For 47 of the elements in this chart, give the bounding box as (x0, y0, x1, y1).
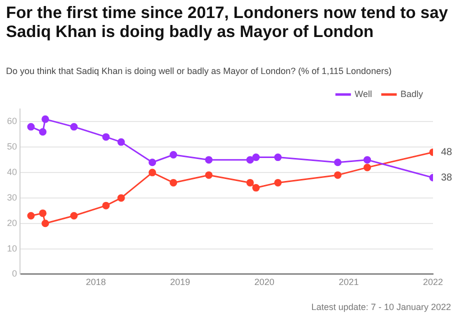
point (364, 156, 372, 164)
y-tick-label: 10 (6, 243, 18, 254)
point (39, 128, 47, 136)
point (205, 171, 213, 179)
x-tick-label: 2022 (422, 277, 444, 288)
x-tick-label: 2020 (254, 277, 274, 288)
y-tick-label: 0 (12, 268, 18, 279)
chart-title: For the first time since 2017, Londoners now tend to say Sadiq Khan is doing badly as Mayor of London (6, 4, 449, 42)
x-tick-label: 2021 (338, 277, 359, 288)
y-tick-label: 50 (6, 142, 18, 152)
point (27, 212, 35, 220)
point (117, 138, 125, 146)
point (334, 158, 342, 166)
y-tick-label: 30 (6, 192, 18, 202)
text: Latest update: 7 - 10 January 2022 (311, 302, 451, 312)
legend-label: Badly (400, 88, 424, 99)
y-tick-label: 20 (6, 218, 18, 228)
point (148, 168, 156, 176)
point (70, 123, 78, 131)
point (148, 158, 156, 166)
point (205, 156, 213, 164)
point (70, 212, 78, 220)
point (170, 178, 178, 186)
x-tick-label: 2018 (86, 277, 106, 288)
point (246, 178, 254, 186)
point (252, 184, 260, 192)
point (274, 178, 282, 186)
point (42, 115, 50, 123)
point (334, 171, 342, 179)
data-label: 48 (441, 146, 453, 158)
point (170, 151, 178, 158)
y-tick-label: 40 (6, 167, 18, 178)
point (42, 220, 50, 228)
y-tick-label: 60 (6, 116, 18, 126)
point (102, 202, 110, 210)
point (274, 154, 282, 162)
legend-label: Well (354, 88, 372, 99)
point (27, 123, 35, 131)
x-tick-label: 2019 (170, 277, 190, 288)
point (364, 164, 372, 172)
point (252, 154, 260, 162)
chart-subtitle: Do you think that Sadiq Khan is doing well or badly as Mayor of London? (% of 1,115 Londoners) (6, 66, 392, 76)
point (102, 133, 110, 141)
point (246, 156, 254, 164)
point (39, 209, 47, 217)
data-label: 38 (441, 172, 453, 184)
point (117, 194, 125, 202)
